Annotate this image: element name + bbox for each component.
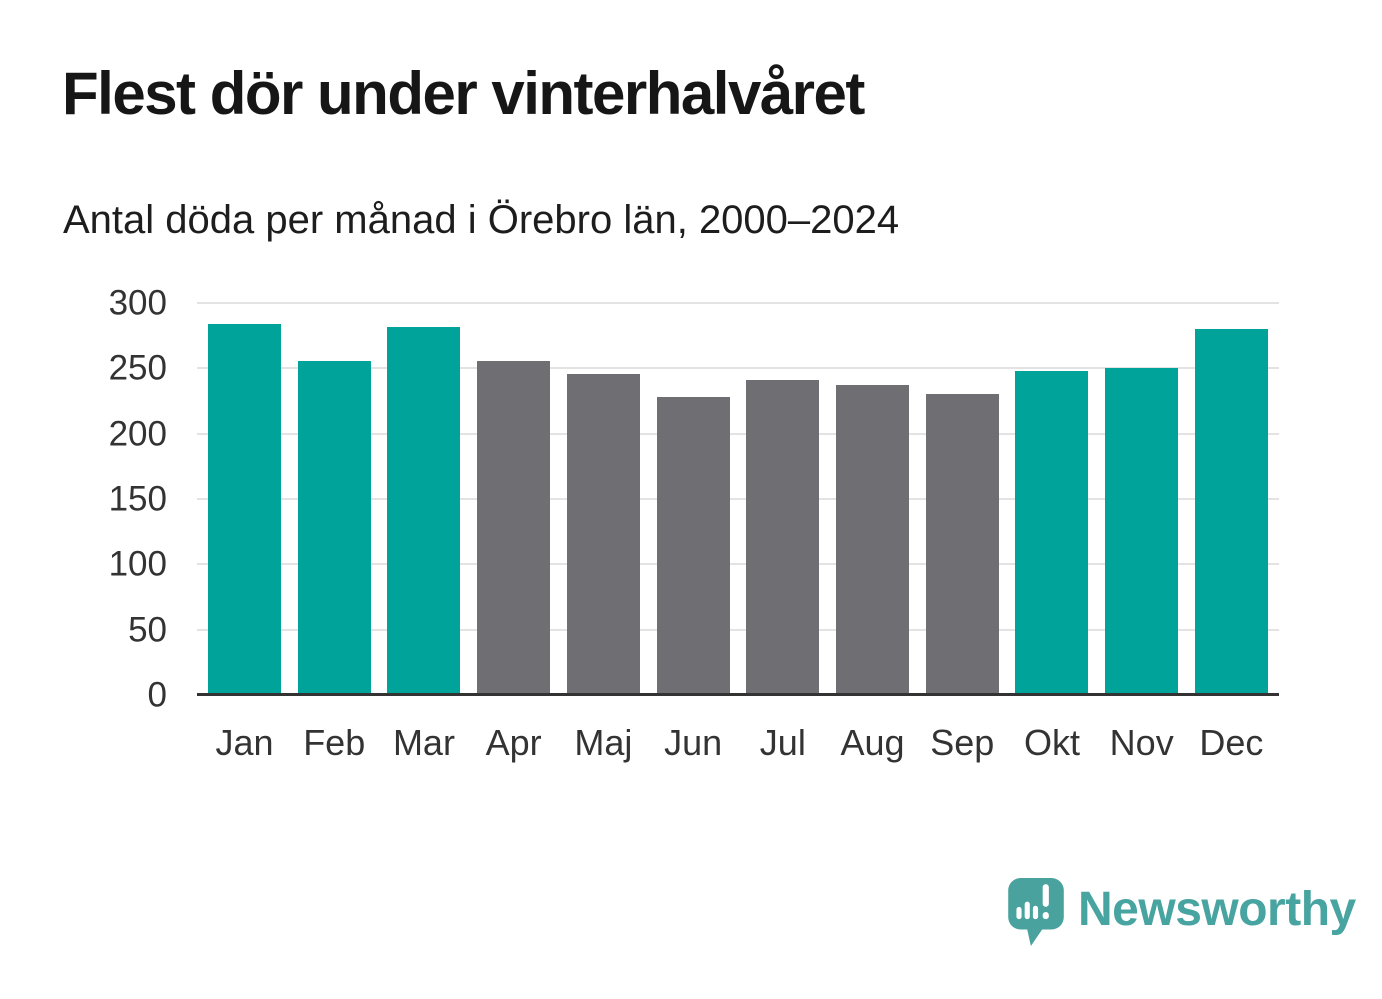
bar-sep <box>925 394 999 695</box>
x-tick-label-maj: Maj <box>574 722 633 763</box>
gridline-50 <box>197 628 1279 631</box>
chart-title: Flest dör under vinterhalvåret <box>62 60 865 127</box>
x-tick-label-jun: Jun <box>664 722 723 763</box>
logo-exclamation-bar-icon <box>1042 884 1049 907</box>
y-tick-label-0: 0 <box>147 675 167 715</box>
newsworthy-logo: Newsworthy <box>1008 878 1356 948</box>
bar-maj <box>566 373 640 695</box>
x-axis-labels: Jan Feb Mar Apr Maj Jun Jul Aug Sep Okt Nov Dec <box>197 722 1279 764</box>
gridline-250 <box>197 367 1279 370</box>
x-tick-label-okt: Okt <box>1023 722 1080 763</box>
logo-bar-medium-icon <box>1032 905 1039 920</box>
bar-jul <box>746 380 820 695</box>
x-tick-label-aug: Aug <box>840 722 905 763</box>
x-tick-label-jan: Jan <box>215 722 274 763</box>
x-tick-label-apr: Apr <box>485 722 542 763</box>
bar-jan <box>208 323 281 695</box>
x-tick-label-jul: Jul <box>759 722 806 763</box>
bar-aug <box>836 385 910 695</box>
logo-bar-tall-icon <box>1024 901 1030 920</box>
y-tick-label-50: 50 <box>128 610 167 650</box>
gridline-300 <box>197 302 1279 304</box>
bar-dec <box>1194 329 1268 695</box>
y-tick-label-150: 150 <box>108 479 167 519</box>
chart-subtitle: Antal döda per månad i Örebro län, 2000–… <box>63 198 900 242</box>
bar-mar <box>387 326 461 695</box>
gridline-200 <box>197 432 1279 435</box>
y-tick-label-250: 250 <box>108 348 167 388</box>
y-tick-label-100: 100 <box>108 544 167 584</box>
bar-jun <box>656 397 730 695</box>
bar-okt <box>1015 370 1089 695</box>
newsworthy-logo-text: Newsworthy <box>1078 883 1356 936</box>
logo-exclamation-dot-icon <box>1042 911 1049 920</box>
plot-area <box>197 302 1279 696</box>
gridline-100 <box>197 563 1279 566</box>
y-axis-labels: 0 50 100 150 200 250 300 <box>0 286 167 713</box>
gridline-150 <box>197 498 1279 500</box>
x-tick-label-dec: Dec <box>1199 722 1264 763</box>
x-axis-baseline <box>197 693 1279 696</box>
y-tick-label-200: 200 <box>108 414 167 454</box>
x-tick-label-feb: Feb <box>303 722 366 763</box>
y-tick-label-300: 300 <box>108 283 167 323</box>
x-tick-label-mar: Mar <box>392 722 455 763</box>
x-tick-label-nov: Nov <box>1109 722 1174 763</box>
logo-bar-small-icon <box>1016 906 1022 920</box>
bar-apr <box>477 360 551 695</box>
bar-series <box>197 303 1279 695</box>
bar-nov <box>1105 368 1179 695</box>
newsworthy-logo-icon <box>1008 878 1064 946</box>
x-tick-label-sep: Sep <box>930 722 995 763</box>
bar-feb <box>297 360 371 695</box>
